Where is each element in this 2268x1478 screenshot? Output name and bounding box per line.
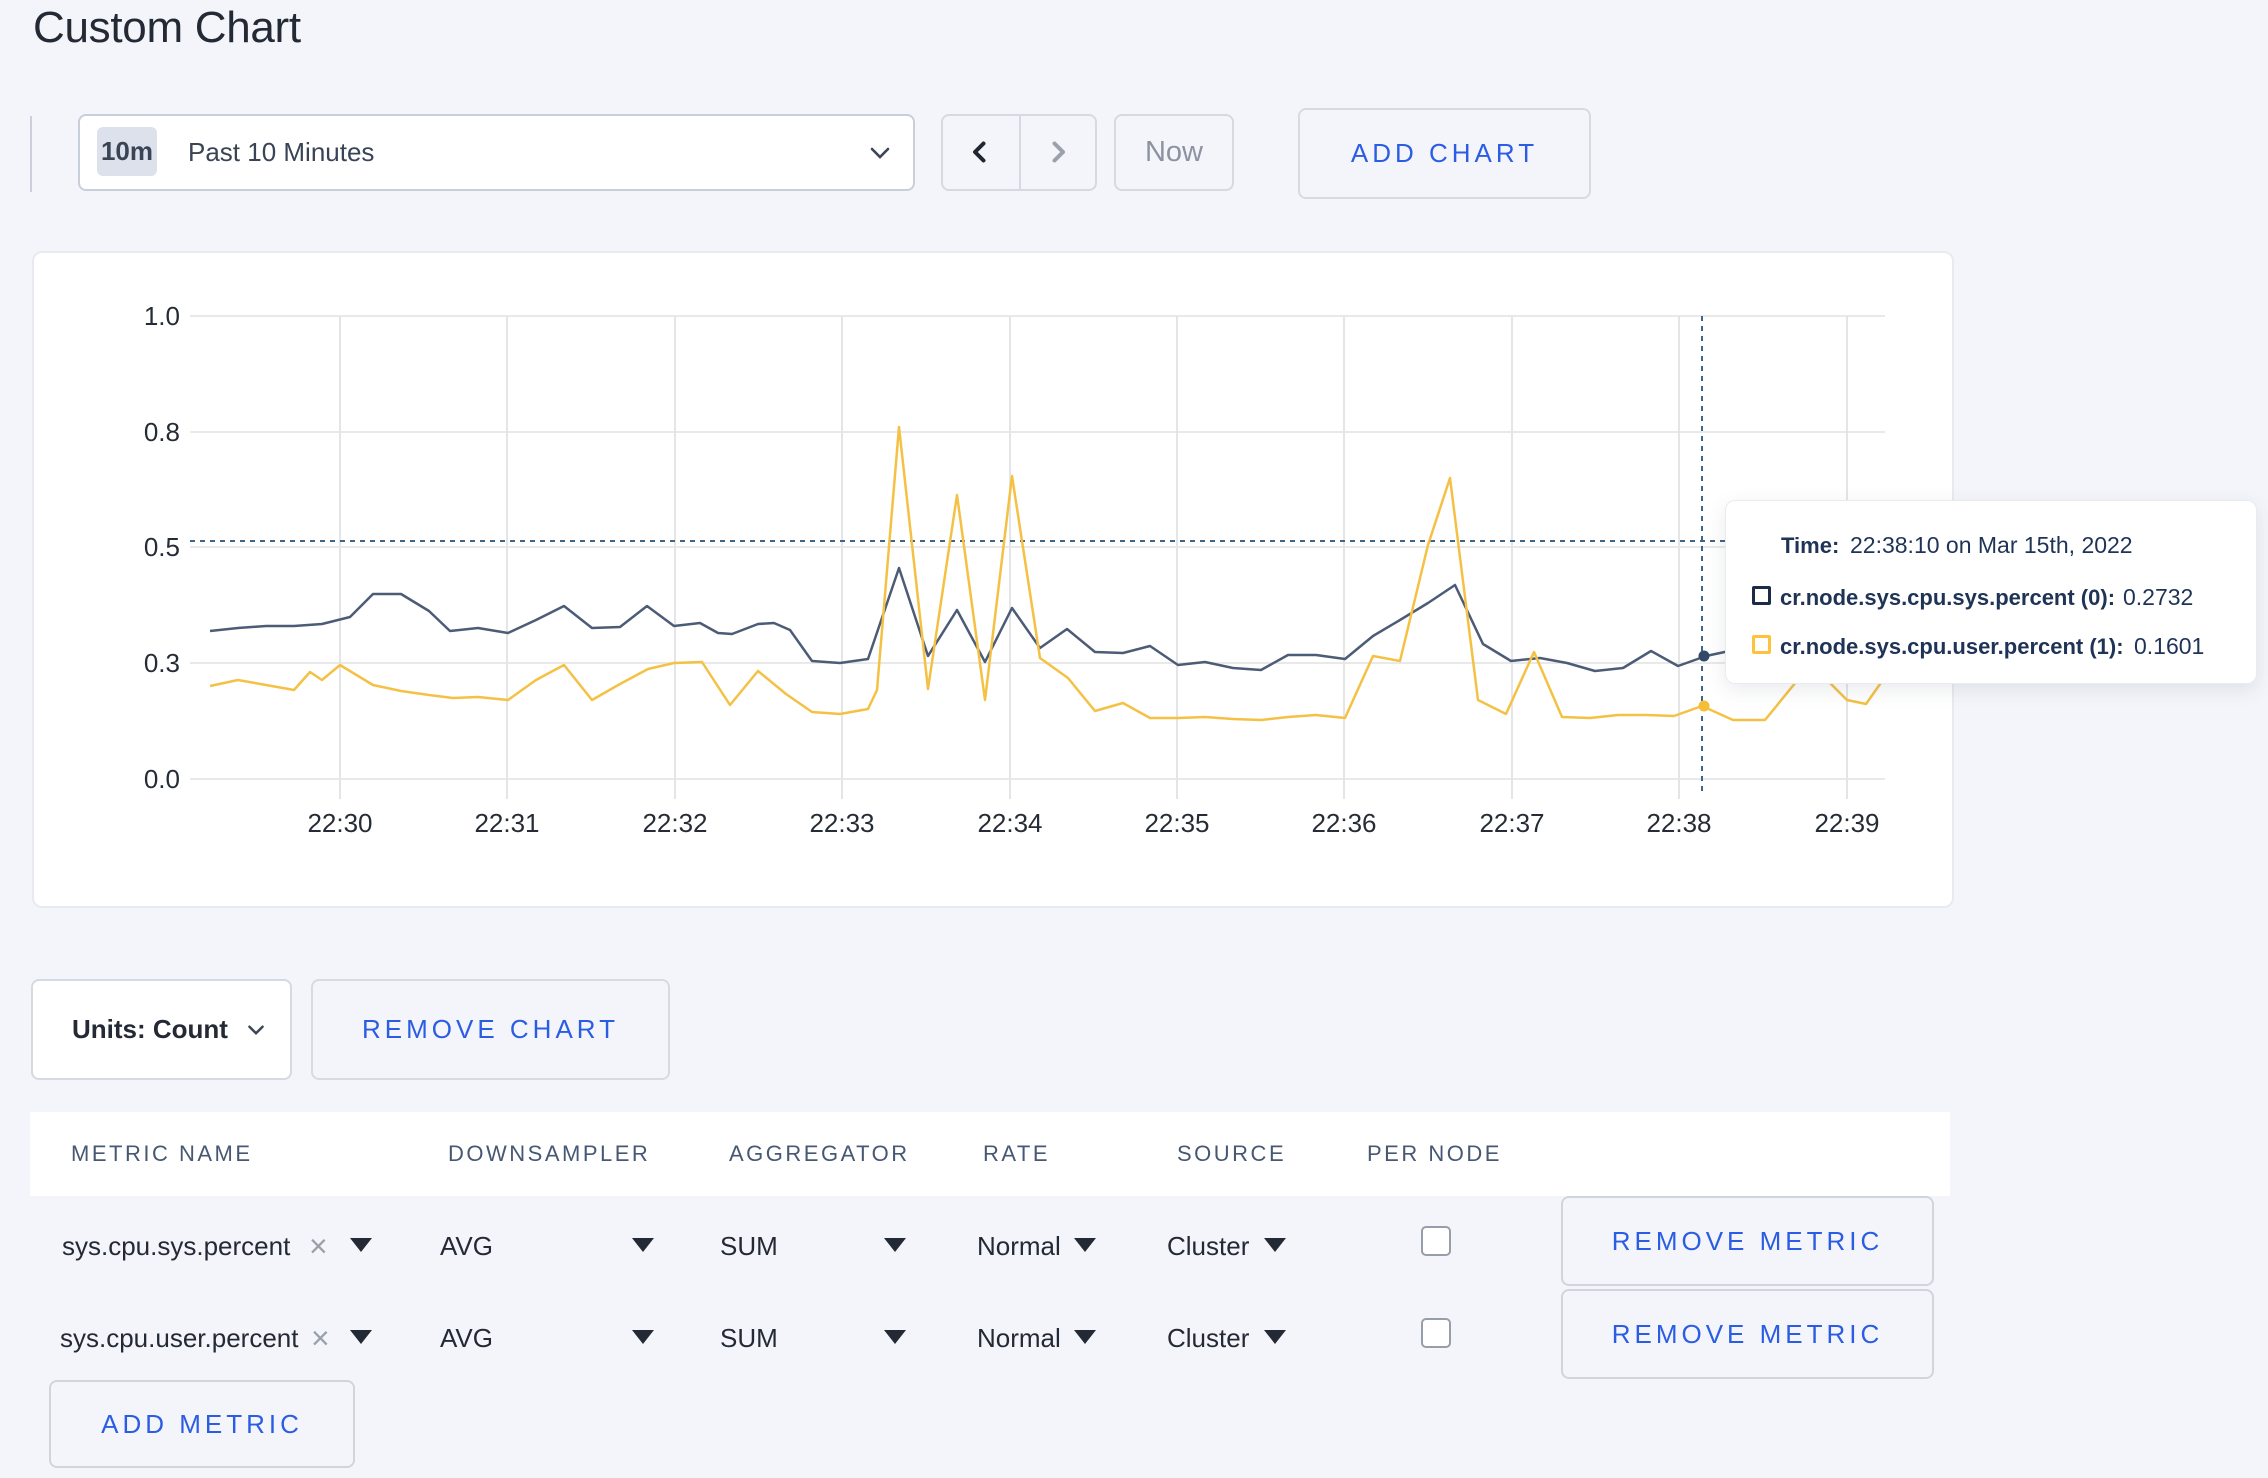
svg-text:22:38: 22:38 (1646, 808, 1711, 838)
svg-text:0.0: 0.0 (144, 764, 180, 794)
svg-text:22:33: 22:33 (809, 808, 874, 838)
svg-text:22:32: 22:32 (642, 808, 707, 838)
svg-text:22:34: 22:34 (977, 808, 1042, 838)
svg-text:0.5: 0.5 (144, 532, 180, 562)
svg-text:22:37: 22:37 (1479, 808, 1544, 838)
svg-text:22:30: 22:30 (307, 808, 372, 838)
svg-text:0.8: 0.8 (144, 417, 180, 447)
svg-text:22:35: 22:35 (1144, 808, 1209, 838)
svg-text:1.0: 1.0 (144, 301, 180, 331)
svg-text:22:39: 22:39 (1814, 808, 1879, 838)
svg-text:0.3: 0.3 (144, 648, 180, 678)
svg-text:22:36: 22:36 (1311, 808, 1376, 838)
svg-text:22:31: 22:31 (474, 808, 539, 838)
